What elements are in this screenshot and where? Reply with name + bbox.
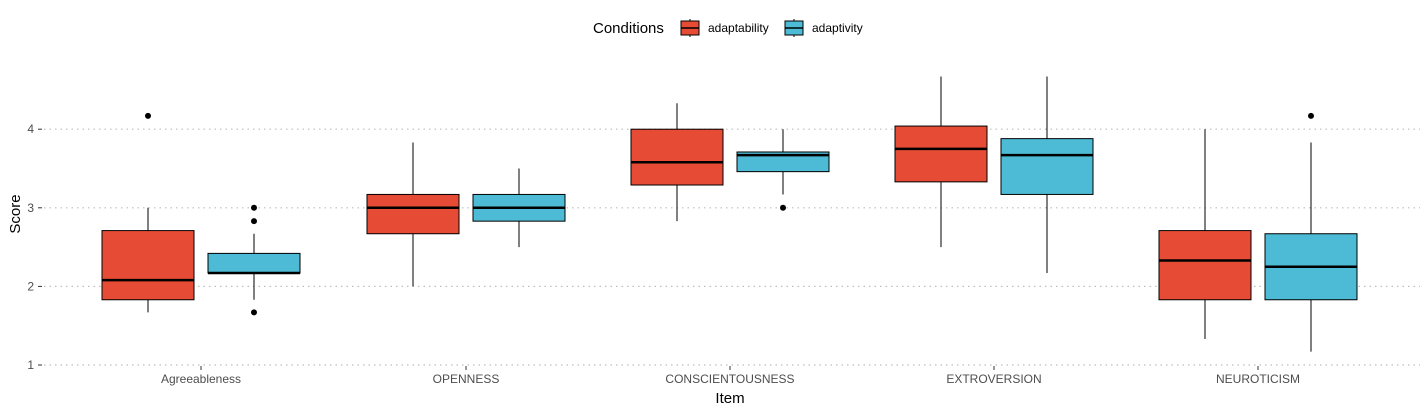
box-adaptivity-4	[1264, 112, 1358, 352]
legend-item-adaptivity: adaptivity	[784, 19, 863, 37]
gridlines	[44, 128, 1420, 366]
box-adaptivity-2	[736, 129, 830, 211]
box-adaptability-3	[894, 76, 988, 248]
legend-title: Conditions	[593, 20, 664, 37]
box-iqr	[736, 151, 830, 173]
box-iqr	[1158, 230, 1252, 301]
legend-label: adaptability	[708, 21, 769, 35]
box-iqr	[366, 193, 460, 235]
y-axis-title: Score	[7, 194, 24, 233]
outlier-point	[145, 112, 151, 119]
box-iqr	[630, 128, 724, 186]
x-tick-label-3: EXTROVERSION	[946, 372, 1041, 386]
box-adaptability-1	[366, 142, 460, 287]
box-adaptivity-0	[207, 204, 301, 316]
box-adaptability-0	[101, 112, 195, 313]
legend-item-adaptability: adaptability	[680, 19, 769, 37]
box-iqr	[894, 125, 988, 183]
outlier-point	[780, 204, 786, 211]
y-tick-label-1: 1	[27, 358, 34, 372]
box-adaptivity-3	[1000, 76, 1094, 274]
box-adaptability-4	[1158, 129, 1252, 340]
x-tick-label-4: NEUROTICISM	[1216, 372, 1300, 386]
y-tick-label-4: 4	[27, 122, 34, 136]
box-iqr	[207, 252, 301, 274]
x-axis: Agreeableness OPENNESS CONSCIENTOUSNESS EXT…	[161, 366, 1300, 386]
outlier-point	[251, 218, 257, 225]
boxes	[101, 76, 1358, 352]
outlier-point	[251, 204, 257, 211]
outlier-point	[1308, 112, 1314, 119]
box-adaptability-2	[630, 103, 724, 222]
y-tick-label-3: 3	[27, 201, 34, 215]
box-adaptivity-1	[472, 168, 566, 248]
y-tick-label-2: 2	[27, 279, 34, 293]
x-axis-title: Item	[715, 390, 744, 407]
legend: Conditions adaptability adaptivity	[593, 19, 863, 37]
y-axis: 1 2 3 4	[27, 122, 42, 372]
box-iqr	[101, 230, 195, 301]
x-tick-label-2: CONSCIENTOUSNESS	[665, 372, 794, 386]
box-iqr	[1000, 138, 1094, 195]
legend-label: adaptivity	[812, 21, 863, 35]
outlier-point	[251, 309, 257, 316]
x-tick-label-1: OPENNESS	[433, 372, 500, 386]
x-tick-label-0: Agreeableness	[161, 372, 241, 386]
